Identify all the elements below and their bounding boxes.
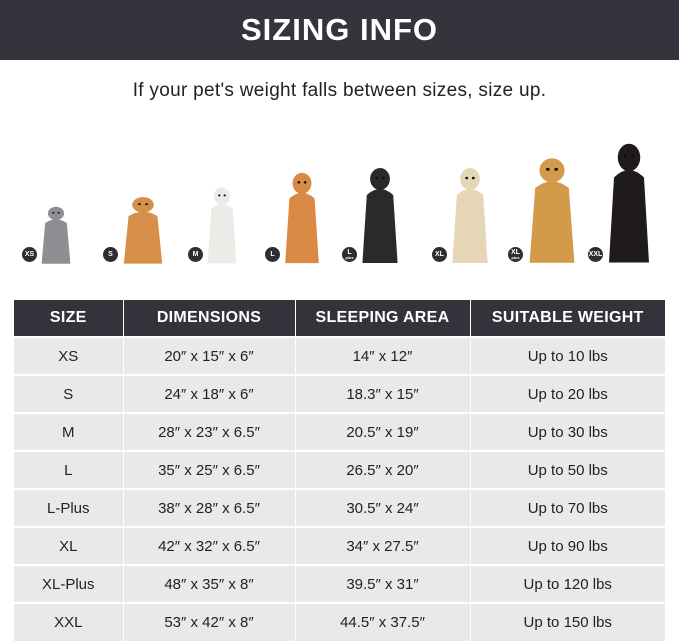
- cell-suitable-weight: Up to 50 lbs: [470, 450, 665, 489]
- cell-sleeping-area: 18.3″ x 15″: [295, 374, 471, 413]
- cell-dimensions: 42″ x 32″ x 6.5″: [123, 526, 296, 565]
- table-header-row: SIZE DIMENSIONS SLEEPING AREA SUITABLE W…: [14, 300, 665, 337]
- pet-image-gray-cat: [38, 205, 74, 265]
- size-badge: L: [265, 247, 280, 262]
- table-row: XXL 53″ x 42″ x 8″ 44.5″ x 37.5″ Up to 150 …: [14, 602, 665, 641]
- header-suitable-weight: SUITABLE WEIGHT: [470, 300, 665, 337]
- size-badge: XL plus: [508, 247, 523, 262]
- table-row: L 35″ x 25″ x 6.5″ 26.5″ x 20″ Up to 50 lbs: [14, 450, 665, 489]
- cell-dimensions: 20″ x 15″ x 6″: [123, 336, 296, 375]
- cell-suitable-weight: Up to 70 lbs: [470, 488, 665, 527]
- plus-label: plus: [511, 255, 520, 260]
- size-badge-label: M: [192, 251, 199, 258]
- header-dimensions: DIMENSIONS: [123, 300, 296, 337]
- cell-sleeping-area: 14″ x 12″: [295, 336, 471, 375]
- header-size: SIZE: [14, 300, 124, 337]
- cell-suitable-weight: Up to 30 lbs: [470, 412, 665, 451]
- sizing-table: SIZE DIMENSIONS SLEEPING AREA SUITABLE W…: [14, 300, 665, 641]
- cell-sleeping-area: 44.5″ x 37.5″: [295, 602, 471, 641]
- cell-suitable-weight: Up to 150 lbs: [470, 602, 665, 641]
- cell-sleeping-area: 30.5″ x 24″: [295, 488, 471, 527]
- cell-size: L-Plus: [14, 488, 124, 527]
- table-row: S 24″ x 18″ x 6″ 18.3″ x 15″ Up to 20 lbs: [14, 374, 665, 413]
- size-badge-label: S: [108, 251, 113, 258]
- table-row: XS 20″ x 15″ x 6″ 14″ x 12″ Up to 10 lbs: [14, 336, 665, 375]
- cell-dimensions: 24″ x 18″ x 6″: [123, 374, 296, 413]
- title-banner: SIZING INFO: [0, 0, 679, 60]
- size-badge-label: XL: [511, 249, 520, 256]
- page-title: SIZING INFO: [241, 12, 438, 47]
- pet-image-labrador: [448, 165, 492, 265]
- pet-image-doberman: [604, 140, 654, 265]
- table-row: XL-Plus 48″ x 35″ x 8″ 39.5″ x 31″ Up to 12…: [14, 564, 665, 603]
- size-badge: XXL: [588, 247, 603, 262]
- cell-sleeping-area: 39.5″ x 31″: [295, 564, 471, 603]
- cell-dimensions: 48″ x 35″ x 8″: [123, 564, 296, 603]
- size-badge: M: [188, 247, 203, 262]
- cell-dimensions: 53″ x 42″ x 8″: [123, 602, 296, 641]
- size-badge-label: XXL: [588, 251, 603, 258]
- size-badge-label: L: [270, 251, 275, 258]
- cell-sleeping-area: 34″ x 27.5″: [295, 526, 471, 565]
- size-badge: XL: [432, 247, 447, 262]
- cell-suitable-weight: Up to 90 lbs: [470, 526, 665, 565]
- pet-image-shiba-inu: [281, 170, 323, 265]
- pet-image-french-bulldog: [204, 185, 240, 265]
- size-badge-label: XL: [435, 251, 444, 258]
- pet-image-pomeranian: [119, 195, 167, 265]
- cell-size: XXL: [14, 602, 124, 641]
- size-badge: S: [103, 247, 118, 262]
- size-badge-label: XS: [24, 251, 35, 258]
- cell-size: XL-Plus: [14, 564, 124, 603]
- pet-image-golden-retriever: [524, 155, 580, 265]
- subtitle: If your pet's weight falls between sizes…: [132, 80, 547, 101]
- cell-size: XS: [14, 336, 124, 375]
- cell-sleeping-area: 20.5″ x 19″: [295, 412, 471, 451]
- cell-sleeping-area: 26.5″ x 20″: [295, 450, 471, 489]
- cell-size: XL: [14, 526, 124, 565]
- table-row: L-Plus 38″ x 28″ x 6.5″ 30.5″ x 24″ Up to 7…: [14, 488, 665, 527]
- pet-image-border-collie: [358, 165, 402, 265]
- cell-dimensions: 28″ x 23″ x 6.5″: [123, 412, 296, 451]
- cell-dimensions: 38″ x 28″ x 6.5″: [123, 488, 296, 527]
- cell-dimensions: 35″ x 25″ x 6.5″: [123, 450, 296, 489]
- size-badge-label: L: [347, 249, 352, 256]
- cell-size: M: [14, 412, 124, 451]
- plus-label: plus: [345, 255, 354, 260]
- cell-suitable-weight: Up to 10 lbs: [470, 336, 665, 375]
- cell-size: S: [14, 374, 124, 413]
- cell-suitable-weight: Up to 20 lbs: [470, 374, 665, 413]
- cell-size: L: [14, 450, 124, 489]
- table-row: XL 42″ x 32″ x 6.5″ 34″ x 27.5″ Up to 90 lb…: [14, 526, 665, 565]
- table-row: M 28″ x 23″ x 6.5″ 20.5″ x 19″ Up to 30 lbs: [14, 412, 665, 451]
- header-sleeping-area: SLEEPING AREA: [295, 300, 471, 337]
- size-badge: XS: [22, 247, 37, 262]
- cell-suitable-weight: Up to 120 lbs: [470, 564, 665, 603]
